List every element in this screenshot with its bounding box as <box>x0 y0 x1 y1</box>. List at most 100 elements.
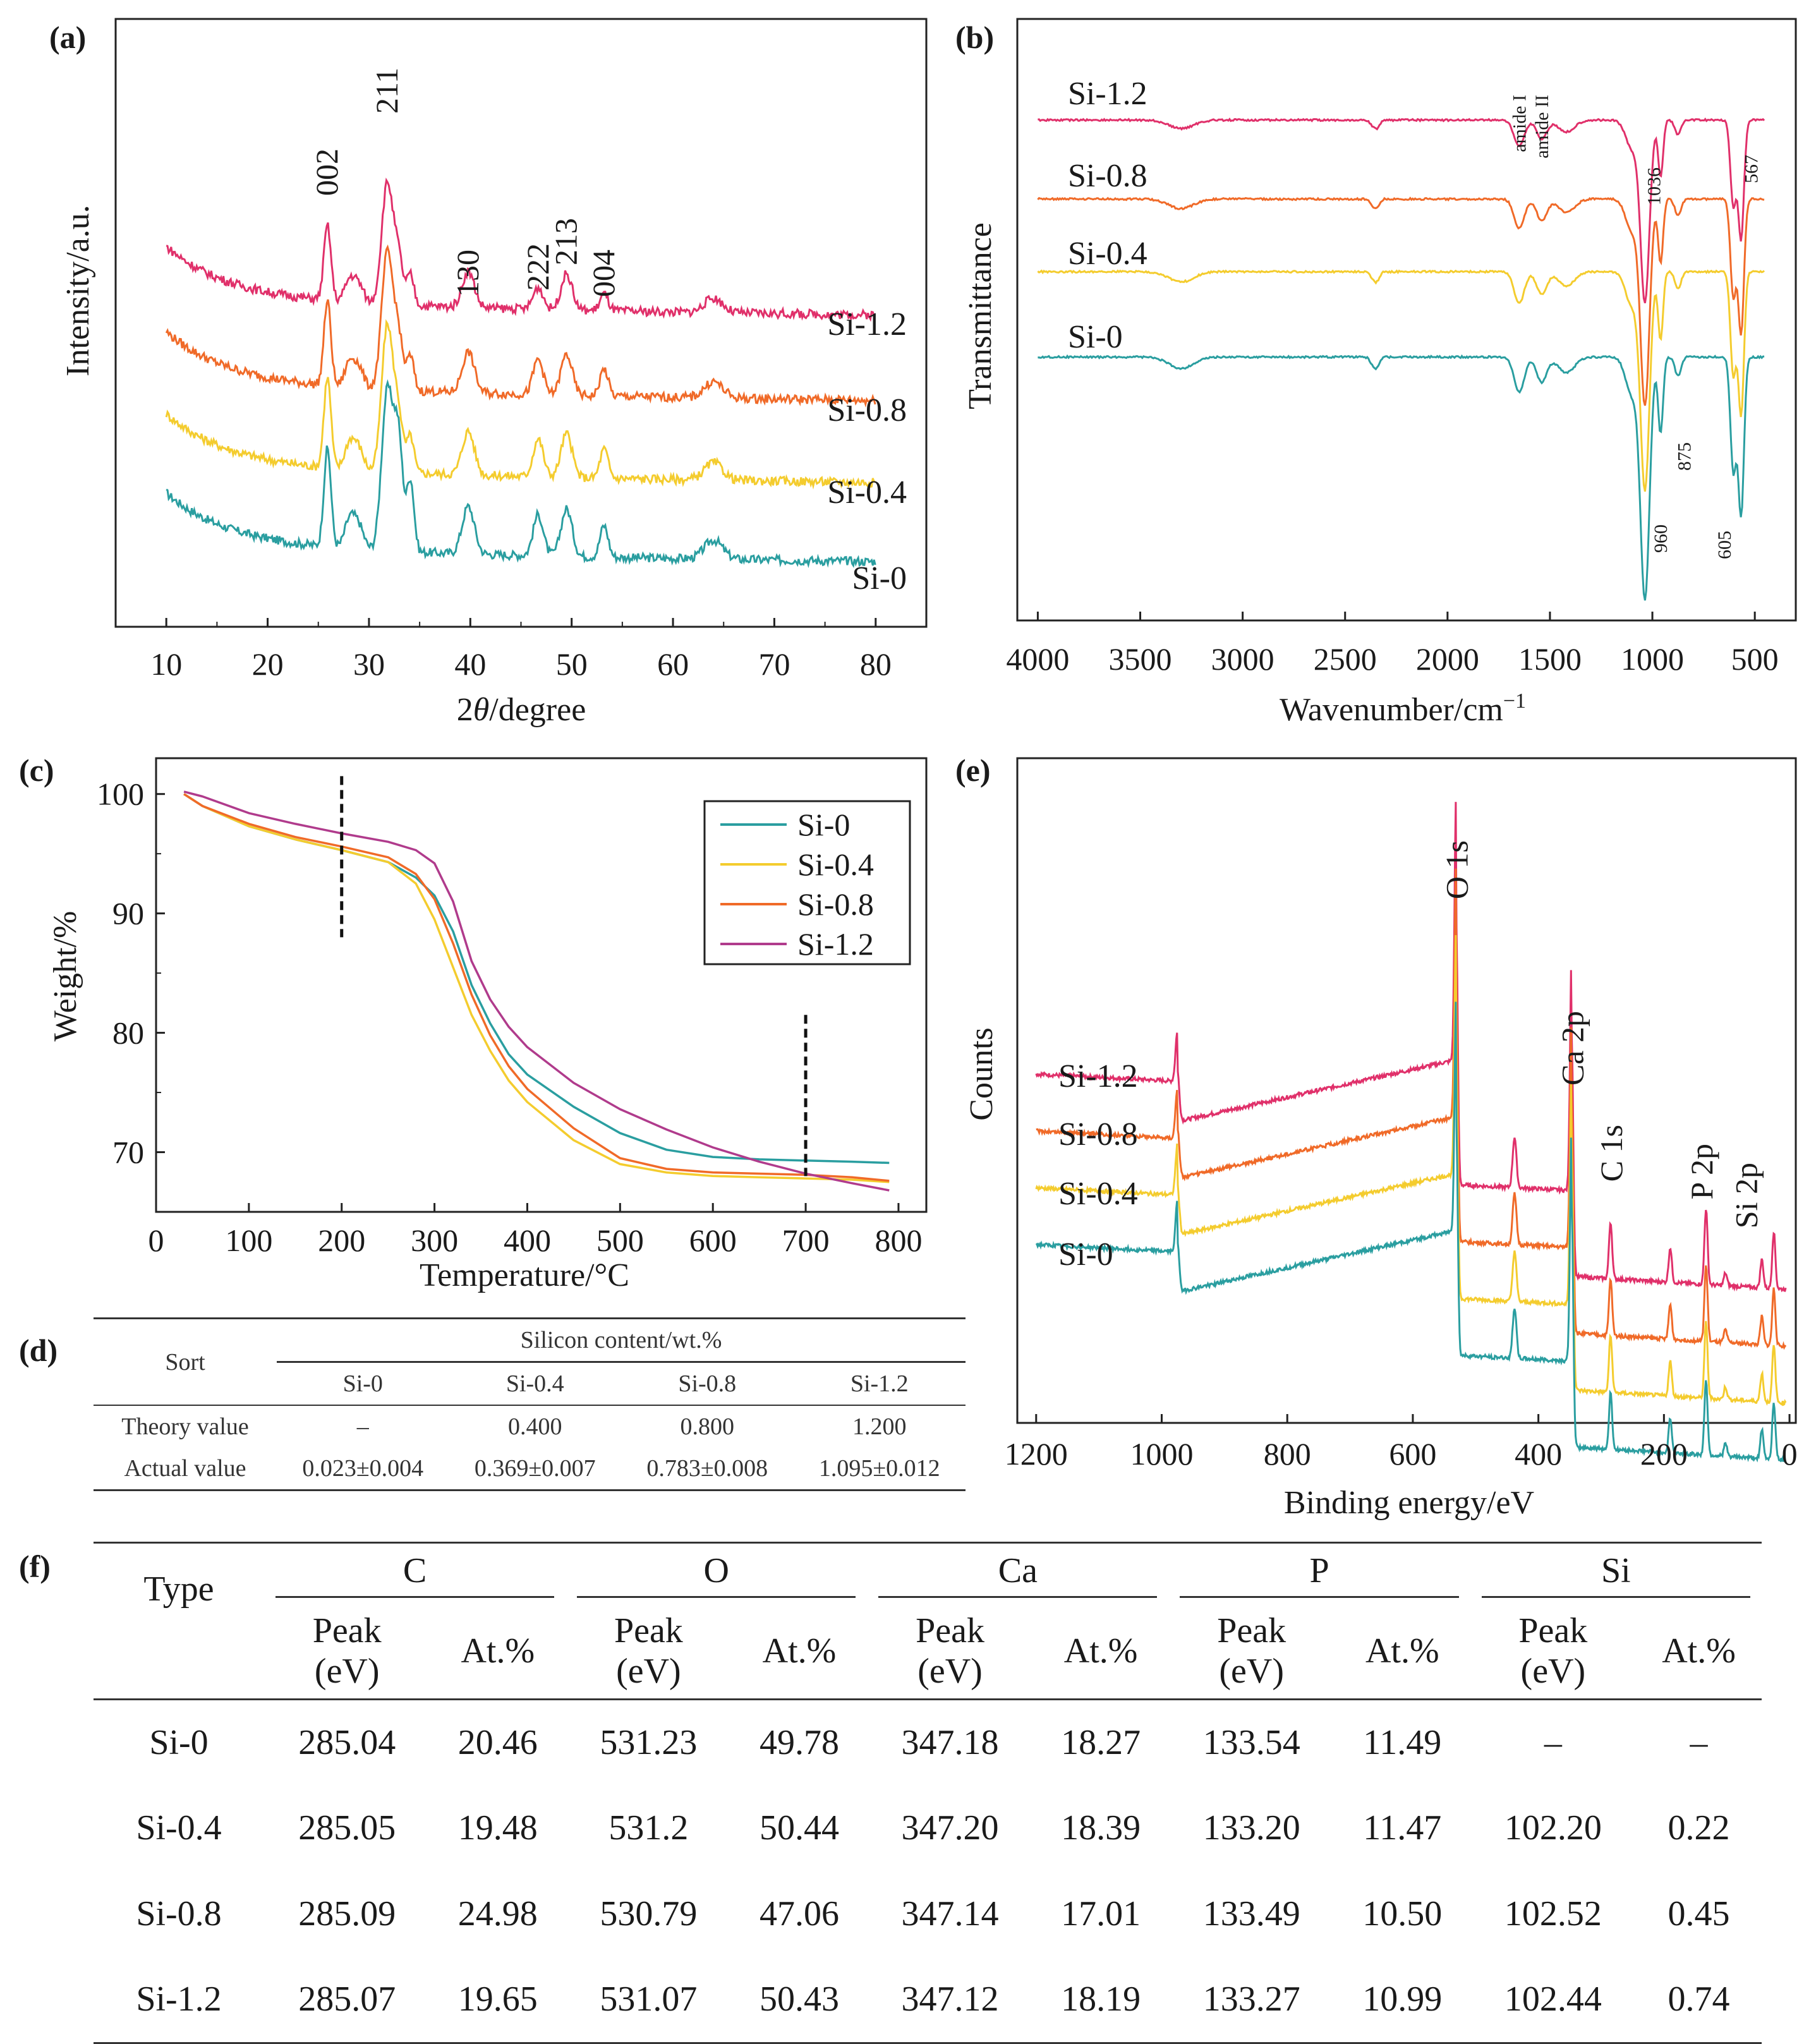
table-f-cell: 133.49 <box>1202 1894 1300 1933</box>
peak-label: Peak <box>312 1611 382 1651</box>
series-line-Si-0.4 <box>1037 269 1765 492</box>
table-f-cell: 285.04 <box>298 1722 396 1762</box>
chart-e-frame <box>1016 757 1797 1424</box>
series-line-Si-1.2 <box>1035 802 1787 1293</box>
chart-e-label-si08: Si-0.8 <box>1058 1116 1138 1152</box>
peak-unit: (eV) <box>1520 1652 1586 1691</box>
x-tick-label: 60 <box>657 646 689 682</box>
table-d-cell: – <box>356 1413 369 1440</box>
series-line-Si-0 <box>166 379 876 569</box>
table-f: Type C O Ca P Si Peak (eV) At.% Peak (eV) At.… <box>94 1542 1762 2044</box>
series-line-Si-0.8 <box>183 793 890 1182</box>
table-d-cell: 0.369±0.007 <box>474 1455 596 1482</box>
table-f-cell: 50.44 <box>759 1808 839 1847</box>
table-f-peak-header: Peak (eV) <box>867 1604 1032 1699</box>
panel-label-d: (d) <box>19 1333 58 1368</box>
table-f-cell: 11.49 <box>1363 1722 1442 1762</box>
table-f-cell: 285.07 <box>298 1980 396 2019</box>
series-line-Si-1.2 <box>166 178 876 322</box>
y-tick-label: 70 <box>112 1135 144 1170</box>
table-f-cell: 47.06 <box>759 1894 839 1933</box>
chart-e-label-si04: Si-0.4 <box>1058 1176 1138 1212</box>
chart-c-legend-box <box>703 800 911 965</box>
peak-unit: (eV) <box>1219 1652 1284 1691</box>
table-d-row-label: Theory value <box>121 1413 249 1440</box>
table-f-peak-header: Peak (eV) <box>264 1604 430 1699</box>
series-line-Si-0.8 <box>1037 197 1765 406</box>
table-f-type-cell: Si-0.8 <box>136 1894 222 1933</box>
chart-c-tga: 0 100 200 300 400 500 600 700 800 70 80 90 100 Si-0 S… <box>47 757 928 1293</box>
series-line-Si-1.2 <box>183 790 890 1192</box>
x-tick-label: 70 <box>758 646 790 682</box>
table-d-cell: 0.023±0.004 <box>302 1455 424 1482</box>
annotation-amide-I: amide I <box>1509 95 1530 152</box>
table-f-cell: 49.78 <box>759 1722 839 1762</box>
chart-a-ylabel: Intensity/a.u. <box>60 205 96 377</box>
chart-e-xlabel: Binding energy/eV <box>1284 1485 1534 1521</box>
chart-b-ylabel: Transmittance <box>962 222 998 409</box>
chart-e-label-si0: Si-0 <box>1058 1237 1113 1273</box>
table-f-cell: 347.12 <box>901 1980 999 2019</box>
table-f-at-header: At.% <box>762 1631 837 1671</box>
y-tick-label: 80 <box>112 1015 144 1051</box>
table-d-cell: 1.095±0.012 <box>818 1455 940 1482</box>
series-line-Si-0.4 <box>165 318 876 490</box>
peak-label: Peak <box>916 1611 984 1651</box>
table-f-at-header: At.% <box>461 1631 535 1671</box>
table-d-group-header: Silicon content/wt.% <box>277 1318 966 1363</box>
table-f-cell: 24.98 <box>457 1894 538 1933</box>
chart-b-label-si12: Si-1.2 <box>1068 76 1147 112</box>
peak-label-O-1s: O 1s <box>1439 840 1474 899</box>
chart-c-frame <box>155 757 928 1213</box>
x-tick-label: 600 <box>1389 1436 1436 1472</box>
annotation-567: 567 <box>1741 155 1762 183</box>
series-line-Si-0 <box>1038 354 1765 601</box>
table-f-cell: 19.65 <box>457 1980 538 2019</box>
table-f-cell: 285.09 <box>298 1894 396 1933</box>
table-d-col-header: Si-0.4 <box>505 1370 564 1397</box>
peak-label-Ca-2p: Ca 2p <box>1554 1011 1590 1085</box>
table-f-cell: 50.43 <box>759 1980 839 2019</box>
chart-e-ylabel: Counts <box>964 1027 1000 1120</box>
table-f-peak-header: Peak (eV) <box>566 1604 731 1699</box>
chart-a-label-si04: Si-0.4 <box>827 475 907 511</box>
table-f-cell: 18.39 <box>1061 1808 1141 1847</box>
x-tick-label: 300 <box>411 1223 458 1258</box>
table-f-cell: 347.20 <box>901 1808 999 1847</box>
x-tick-label: 20 <box>252 646 284 682</box>
annotation-1036: 1036 <box>1643 167 1664 205</box>
peak-unit: (eV) <box>616 1652 681 1691</box>
chart-a-xlabel: 2θ/degree <box>457 692 586 728</box>
chart-a-frame <box>114 18 928 628</box>
chart-e-label-si12: Si-1.2 <box>1058 1058 1138 1094</box>
x-tick-label: 400 <box>504 1223 551 1258</box>
series-line-Si-0.4 <box>183 793 890 1183</box>
table-d-sort-header: Sort <box>165 1348 205 1376</box>
table-f-element-header: C <box>275 1551 555 1598</box>
x-tick-label: 1200 <box>1005 1436 1068 1472</box>
x-tick-label: 500 <box>1731 641 1779 677</box>
panel-label-f: (f) <box>19 1549 51 1584</box>
x-tick-label: 50 <box>556 646 588 682</box>
table-f-element-header: Si <box>1481 1551 1750 1598</box>
x-tick-label: 40 <box>454 646 486 682</box>
chart-a-label-si12: Si-1.2 <box>827 306 907 342</box>
table-row: Si-1.2 285.07 19.65 531.07 50.43 347.12 18.19 1… <box>94 1957 1762 2043</box>
legend-label: Si-0 <box>797 807 850 842</box>
table-f-cell: 285.05 <box>298 1808 396 1847</box>
peak-label: Peak <box>1518 1611 1588 1651</box>
table-f-peak-header: Peak (eV) <box>1168 1604 1334 1699</box>
table-f-cell: 17.01 <box>1061 1894 1141 1933</box>
x-tick-label: 200 <box>1640 1436 1688 1472</box>
table-f-cell: 133.20 <box>1202 1808 1300 1847</box>
peak-label-213: 213 <box>548 218 584 265</box>
table-f-at-header: At.% <box>1063 1631 1138 1671</box>
table-f-element-header: P <box>1180 1551 1459 1598</box>
y-tick-label: 100 <box>97 777 144 812</box>
table-f-type-cell: Si-1.2 <box>136 1980 222 2019</box>
table-f-cell: 10.99 <box>1362 1980 1443 2019</box>
table-d-col-header: Si-0.8 <box>678 1370 737 1397</box>
table-row: Si-0.8 285.09 24.98 530.79 47.06 347.14 17.01 1… <box>94 1871 1762 1957</box>
table-d-col-header: Si-1.2 <box>850 1370 909 1397</box>
table-f-cell: 531.07 <box>600 1980 698 2019</box>
